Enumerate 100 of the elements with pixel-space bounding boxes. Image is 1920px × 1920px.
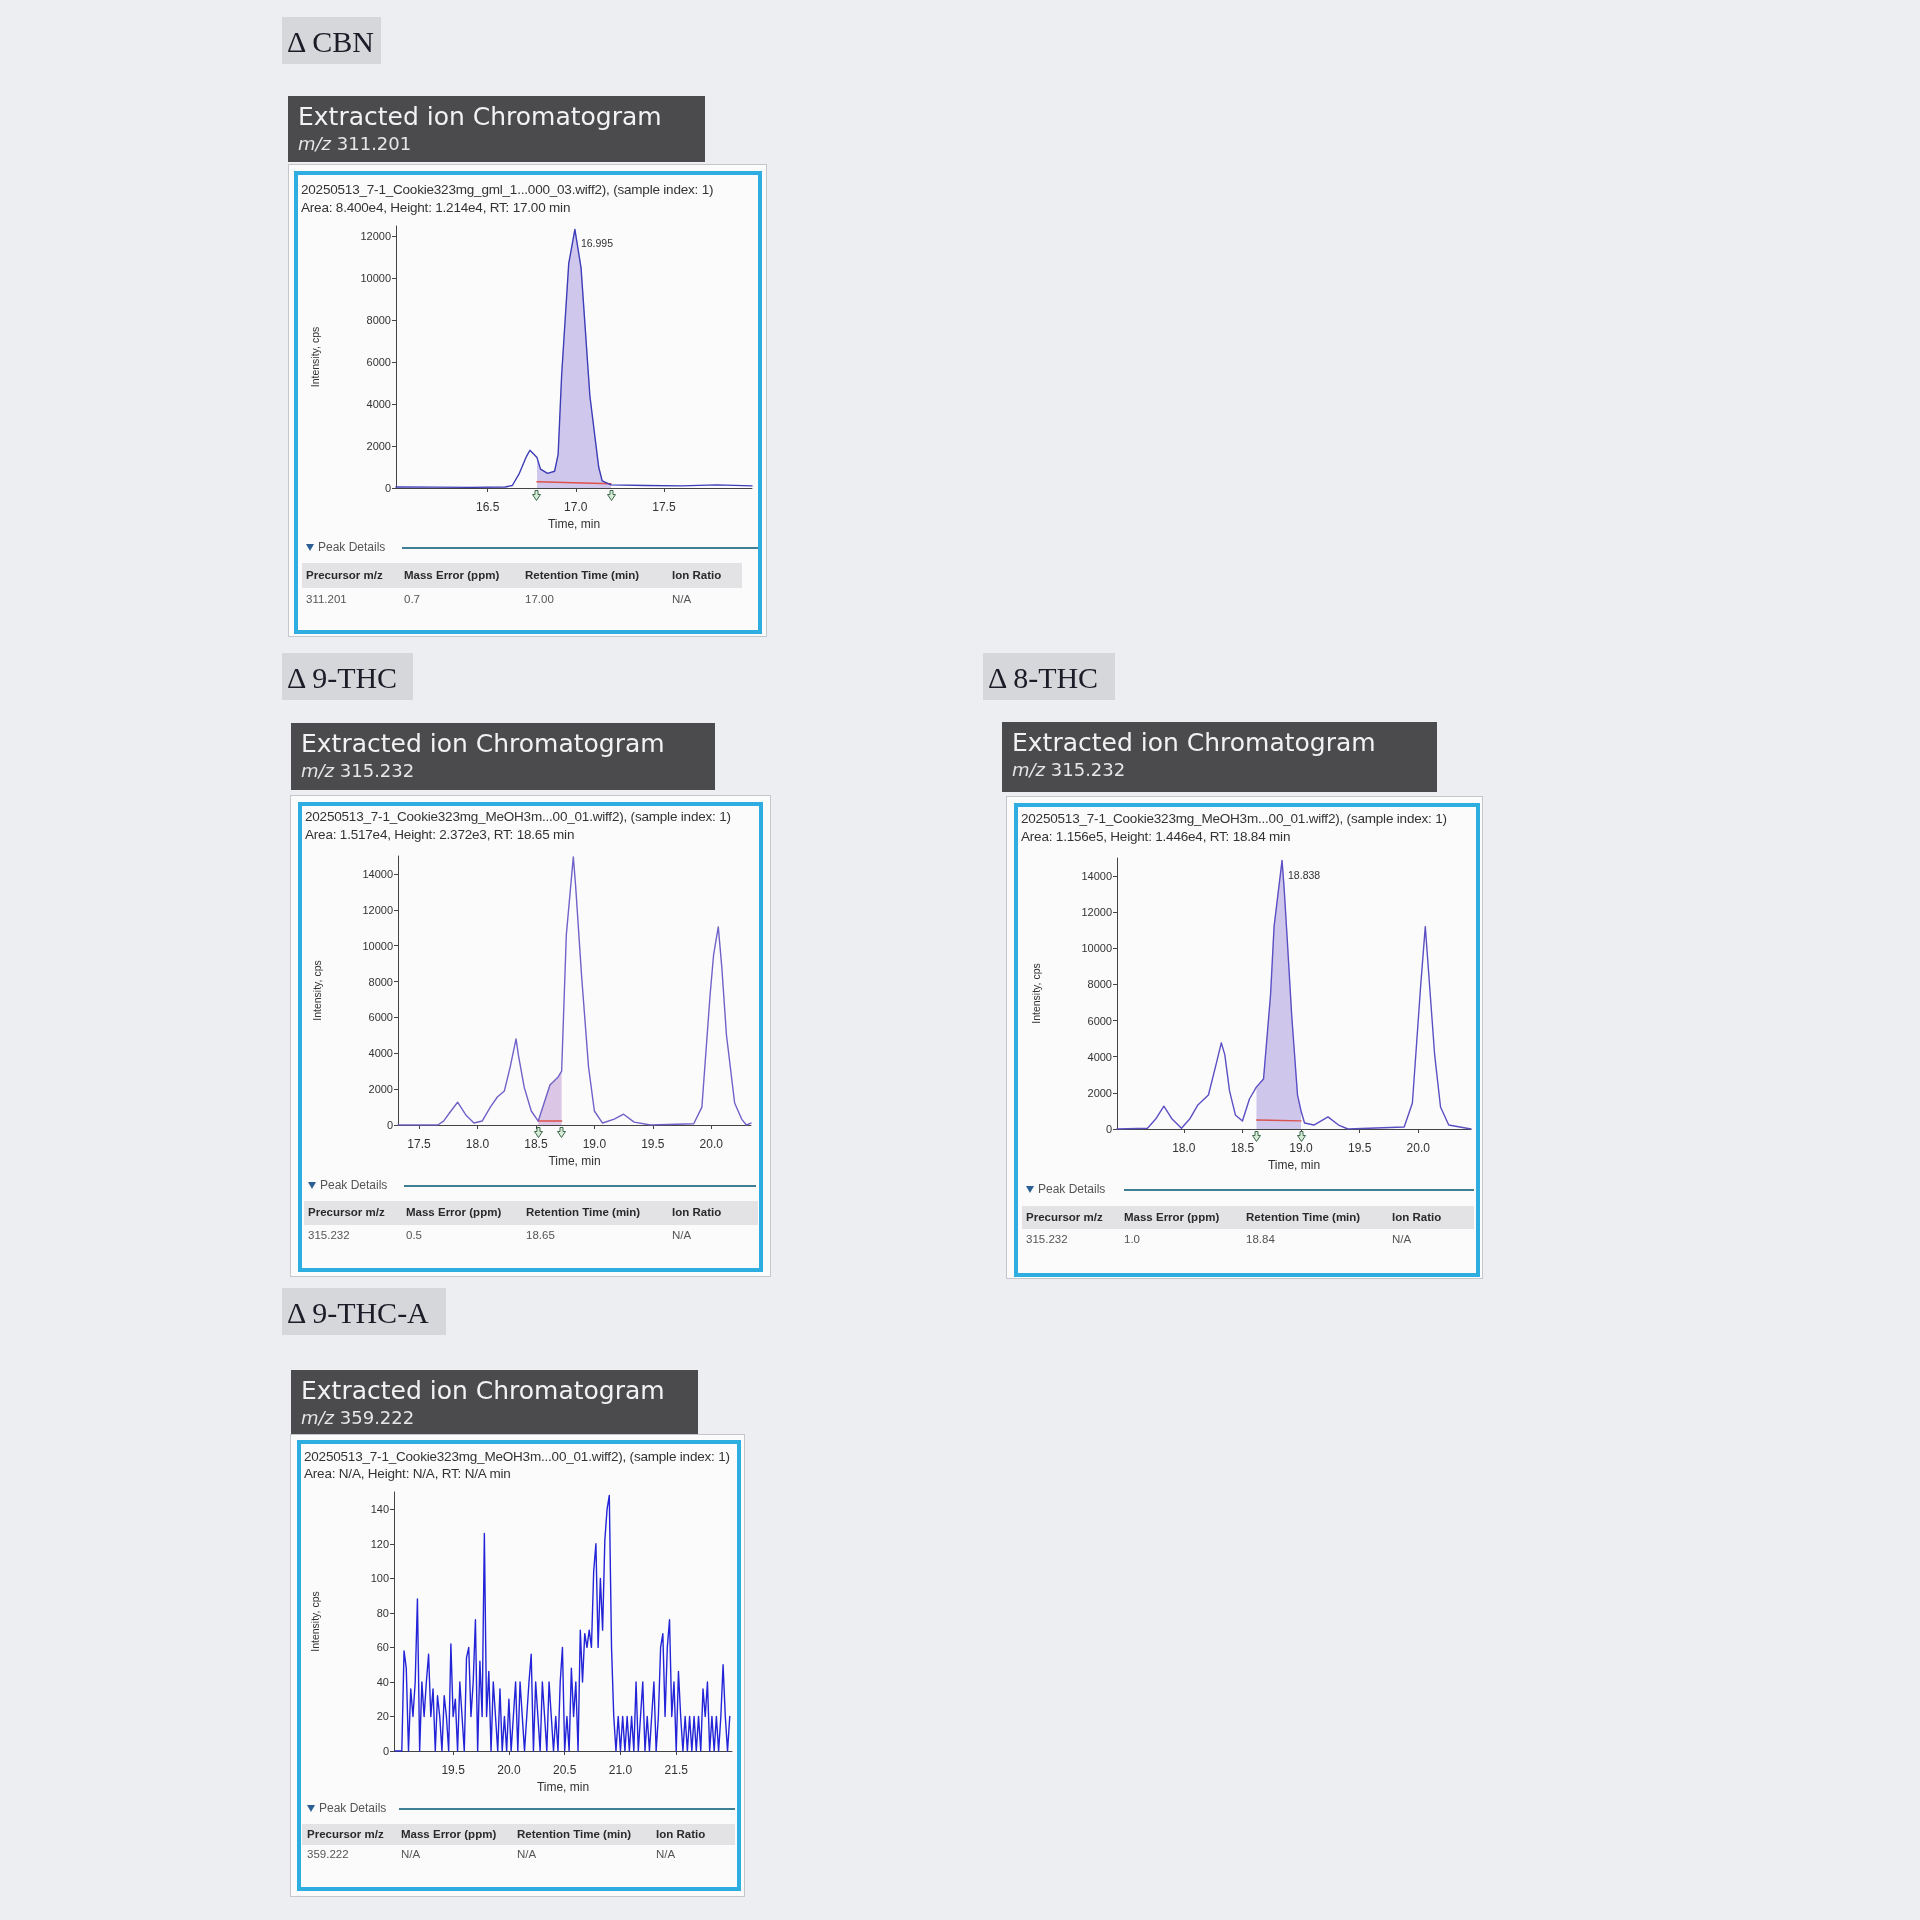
chart-subtitle: Extracted ion Chromatogram (1012, 727, 1376, 758)
y-tick-label: 14000 (1081, 870, 1112, 883)
text: Precursor m/z (306, 568, 383, 583)
x-axis-title: Time, min (1267, 1157, 1321, 1172)
text: 20250513_7-1_Cookie323mg_gml_1...000_03.wiff2), (sample index: 1) (301, 182, 714, 198)
y-tick-label: 0 (382, 1745, 389, 1757)
text: 315.232 (308, 1229, 350, 1243)
text: Precursor m/z (307, 1827, 384, 1842)
text: Peak Details (319, 1801, 387, 1816)
text: 315.232 (1026, 1232, 1068, 1247)
x-tick-label: 19.0 (1289, 1141, 1314, 1155)
text: 1.0 (1124, 1232, 1140, 1247)
text: Retention Time (min) (525, 568, 640, 583)
y-tick-label: 60 (376, 1641, 389, 1654)
text: Ion Ratio (656, 1827, 706, 1842)
text: N/A (656, 1847, 676, 1862)
y-tick-label: 8000 (368, 975, 393, 988)
text: N/A (401, 1847, 421, 1862)
x-axis-title: Time, min (548, 1153, 601, 1168)
text: N/A (517, 1847, 537, 1862)
text: 20250513_7-1_Cookie323mg_MeOH3m...00_01.wiff2), (sample index: 1) (305, 809, 731, 825)
text: 20250513_7-1_Cookie323mg_MeOH3m...00_01.wiff2), (sample index: 1) (1021, 811, 1447, 827)
x-tick-label: 21.0 (608, 1763, 633, 1777)
x-tick-label: 18.0 (465, 1137, 490, 1151)
chart-subtitle: Extracted ion Chromatogram (301, 1375, 665, 1406)
text: 18.84 (1246, 1232, 1275, 1247)
y-tick-label: 40 (376, 1675, 389, 1688)
text: Peak Details (320, 1178, 388, 1193)
chart-title: Δ 9-THC-A (287, 1295, 429, 1330)
y-tick-label: 4000 (1087, 1050, 1112, 1063)
line-series (395, 228, 753, 489)
x-tick-label: 17.0 (564, 500, 588, 514)
chart-subtitle: Extracted ion Chromatogram (301, 728, 665, 759)
text: 18.65 (526, 1229, 555, 1243)
text: Ion Ratio (672, 1206, 722, 1220)
y-tick-label: 0 (386, 1119, 393, 1131)
text: Mass Error (ppm) (404, 568, 500, 583)
text: Retention Time (min) (526, 1206, 641, 1220)
text: Area: N/A, Height: N/A, RT: N/A min (304, 1466, 511, 1482)
y-tick-label: 2000 (366, 440, 391, 453)
y-tick-label: 8000 (1087, 978, 1112, 991)
x-tick-label: 19.5 (1347, 1141, 1372, 1155)
y-tick-label: 12000 (1081, 906, 1112, 919)
text: 311.201 (306, 592, 347, 607)
y-tick-label: 0 (1105, 1123, 1112, 1135)
annotation: 16.995 (580, 237, 613, 250)
y-tick-label: 2000 (368, 1083, 393, 1096)
line-series (397, 856, 752, 1126)
text: Area: 1.156e5, Height: 1.446e4, RT: 18.84 min (1021, 829, 1291, 845)
y-tick-label: 10000 (360, 272, 391, 285)
y-tick-label: 12000 (360, 230, 391, 243)
y-tick-label: 4000 (366, 398, 391, 411)
y-axis-title: Intensity, cps (308, 1591, 321, 1652)
y-axis-title: Intensity, cps (308, 326, 321, 388)
text: Precursor m/z (1026, 1210, 1103, 1225)
text: Area: 1.517e4, Height: 2.372e3, RT: 18.65 min (305, 827, 575, 843)
chart-title: Δ 9-THC (287, 660, 398, 695)
y-tick-label: 140 (370, 1503, 389, 1516)
y-tick-label: 100 (370, 1572, 389, 1585)
y-axis-title: Intensity, cps (310, 960, 323, 1021)
text: 20250513_7-1_Cookie323mg_MeOH3m...00_01.wiff2), (sample index: 1) (304, 1449, 730, 1465)
x-tick-label: 17.5 (652, 500, 676, 514)
y-tick-label: 12000 (362, 903, 393, 916)
text: m/z 315.232 (1012, 758, 1126, 781)
text: Ion Ratio (672, 568, 722, 583)
x-tick-label: 18.5 (1230, 1141, 1255, 1155)
text: Retention Time (min) (517, 1827, 632, 1842)
chart-title: Δ 8-THC (988, 660, 1099, 695)
x-tick-label: 20.0 (497, 1763, 521, 1777)
y-tick-label: 80 (376, 1606, 389, 1619)
x-tick-label: 20.5 (552, 1763, 577, 1777)
text: Precursor m/z (308, 1206, 385, 1220)
annotation: 18.838 (1288, 868, 1321, 881)
text: N/A (672, 592, 692, 607)
text: Retention Time (min) (1246, 1210, 1361, 1225)
x-tick-label: 18.5 (524, 1137, 548, 1151)
y-tick-label: 6000 (366, 356, 391, 369)
y-tick-label: 14000 (362, 867, 393, 880)
text: 17.00 (525, 592, 554, 607)
x-axis-title: Time, min (547, 516, 601, 531)
y-axis-title: Intensity, cps (1029, 963, 1042, 1024)
x-axis-title: Time, min (536, 1779, 590, 1794)
x-tick-label: 21.5 (664, 1763, 689, 1777)
y-tick-label: 6000 (368, 1011, 393, 1024)
x-tick-label: 17.5 (407, 1137, 432, 1151)
text: m/z 315.232 (301, 759, 415, 782)
text: Mass Error (ppm) (406, 1206, 502, 1220)
text: 0.7 (404, 592, 420, 607)
text: Ion Ratio (1392, 1210, 1442, 1225)
text: N/A (672, 1229, 692, 1243)
text: 0.5 (406, 1229, 422, 1243)
text: Peak Details (318, 540, 386, 555)
text: Mass Error (ppm) (401, 1827, 497, 1842)
y-tick-label: 8000 (366, 314, 391, 327)
y-tick-label: 10000 (362, 939, 393, 952)
text: Mass Error (ppm) (1124, 1210, 1220, 1225)
x-tick-label: 19.5 (641, 1137, 665, 1151)
text: 359.222 (307, 1847, 349, 1862)
x-tick-label: 19.0 (582, 1137, 607, 1151)
y-tick-label: 4000 (368, 1047, 393, 1060)
